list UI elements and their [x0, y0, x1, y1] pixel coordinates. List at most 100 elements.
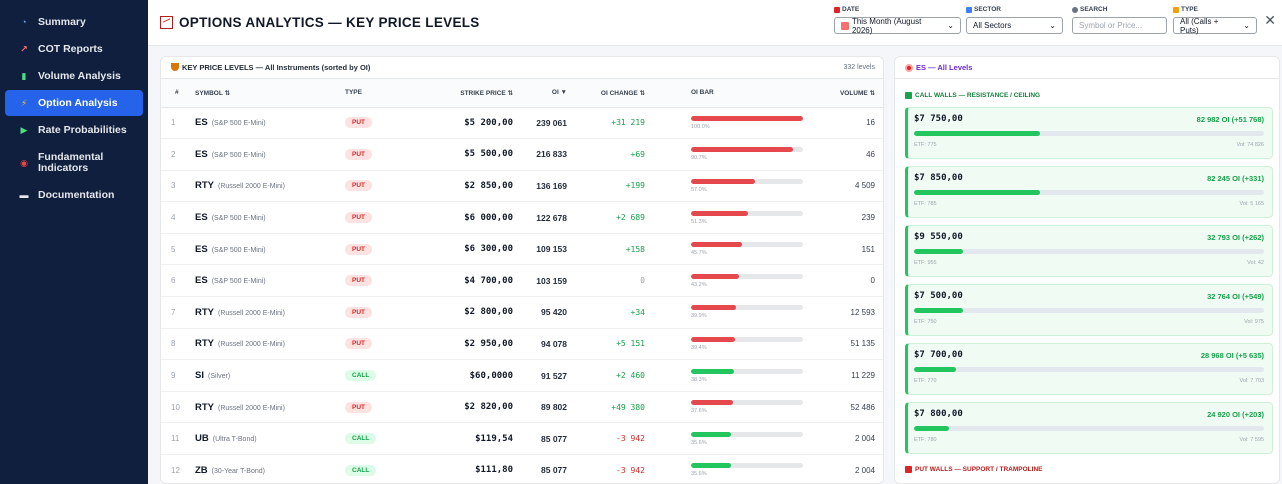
- call-wall-card[interactable]: $7 500,00 32 764 OI (+549) ETF: 750 Vol: 97…: [905, 284, 1273, 336]
- oi-bar-cell: 51.3%: [645, 201, 803, 234]
- search-input[interactable]: Symbol or Price...: [1072, 17, 1167, 34]
- table-row[interactable]: 3 RTY (Russell 2000 E-Mini) PUT $2 850,00 136…: [161, 170, 883, 203]
- oi-cell: 122 678: [513, 201, 567, 234]
- col-volume[interactable]: VOLUME ⇅: [803, 79, 883, 108]
- oi-bar-percent: 39.4%: [691, 344, 707, 351]
- open-interest: 95 420: [541, 307, 567, 318]
- strike-cell: $2 950,00: [409, 328, 513, 361]
- sidebar-item-rate-probabilities[interactable]: ▶ Rate Probabilities: [5, 117, 143, 143]
- sidebar-item-documentation[interactable]: ▬ Documentation: [5, 182, 143, 208]
- date-filter: DATE This Month (August 2026) ⌄: [834, 6, 961, 35]
- wall-bar-track: [914, 249, 1264, 254]
- symbol-cell: ES (S&P 500 E-Mini): [195, 264, 345, 298]
- target-icon: ◉: [20, 157, 28, 168]
- oi-change: -3 942: [616, 465, 645, 475]
- oi-bar-percent: 51.3%: [691, 218, 707, 225]
- wall-bar-track: [914, 308, 1264, 313]
- table-row[interactable]: 8 RTY (Russell 2000 E-Mini) PUT $2 950,00 94 …: [161, 328, 883, 361]
- call-wall-card[interactable]: $7 750,00 82 982 OI (+51 768) ETF: 775 Vol:…: [905, 107, 1273, 159]
- call-wall-card[interactable]: $9 550,00 32 793 OI (+262) ETF: 955 Vol: 42: [905, 225, 1273, 277]
- oi-bar-track: [691, 336, 803, 342]
- col-oi[interactable]: OI ▼: [513, 79, 567, 108]
- panel-title: ES — All Levels: [916, 63, 973, 72]
- open-interest: 239 061: [536, 117, 567, 128]
- oi-bar-track: [691, 431, 803, 437]
- symbol-cell: ES (S&P 500 E-Mini): [195, 107, 345, 140]
- col-type: TYPE: [345, 79, 409, 108]
- oi-bar-fill: [691, 400, 734, 406]
- table-row[interactable]: 6 ES (S&P 500 E-Mini) PUT $4 700,00 103 159 0 4…: [161, 264, 883, 298]
- col-symbol[interactable]: SYMBOL ⇅: [195, 79, 345, 108]
- call-wall-card[interactable]: $7 850,00 82 245 OI (+331) ETF: 785 Vol: 5 …: [905, 166, 1273, 218]
- sector-select[interactable]: All Sectors ⌄: [966, 17, 1063, 34]
- row-index: 7: [161, 296, 195, 329]
- table-row[interactable]: 11 UB (Ultra T-Bond) CALL $119,54 85 077 -3 94…: [161, 422, 883, 456]
- strike-price: $119,54: [475, 433, 513, 444]
- oi-bar-percent: 35.6%: [691, 471, 707, 478]
- open-interest: 85 077: [541, 465, 567, 476]
- symbol-description: (S&P 500 E-Mini): [211, 278, 266, 286]
- call-wall-icon: [905, 92, 912, 99]
- oi-change-cell: +5 151: [567, 328, 645, 361]
- symbol-description: (Silver): [207, 373, 231, 381]
- row-index: 12: [161, 454, 195, 483]
- symbol-cell: ES (S&P 500 E-Mini): [195, 233, 345, 266]
- oi-bar-percent: 45.7%: [691, 250, 707, 257]
- oi-bar-fill: [691, 463, 731, 469]
- volume-cell: 16: [803, 107, 883, 140]
- wall-bar-fill: [914, 131, 1040, 136]
- strike-cell: $6 000,00: [409, 201, 513, 234]
- pie-chart-icon: ◔: [21, 17, 27, 27]
- row-index: 4: [161, 201, 195, 234]
- symbol-description: (Russell 2000 E-Mini): [218, 309, 285, 317]
- open-interest: 85 077: [541, 433, 567, 444]
- volume-cell: 4 509: [803, 170, 883, 203]
- table-row[interactable]: 12 ZB (30-Year T-Bond) CALL $111,80 85 077 -3 …: [161, 454, 883, 483]
- wall-bar-fill: [914, 190, 1040, 195]
- oi-bar-track: [691, 400, 803, 406]
- type-cell: PUT: [345, 296, 409, 329]
- wall-oi: 82 245 OI (+331): [1207, 173, 1264, 183]
- wall-volume: Vol: 74 826: [1236, 142, 1264, 148]
- open-interest: 94 078: [541, 338, 567, 349]
- oi-bar-cell: 39.4%: [645, 328, 803, 361]
- type-badge: PUT: [345, 212, 372, 224]
- table-row[interactable]: 7 RTY (Russell 2000 E-Mini) PUT $2 800,00 95 …: [161, 296, 883, 329]
- oi-change-cell: +199: [567, 170, 645, 203]
- table-row[interactable]: 1 ES (S&P 500 E-Mini) PUT $5 200,00 239 061 +3…: [161, 107, 883, 140]
- col-oi-change[interactable]: OI CHANGE ⇅: [567, 79, 645, 108]
- wall-etf: ETF: 955: [914, 260, 937, 266]
- sidebar: ◔ Summary ↗ COT Reports ▮ Volume Analysis ⚡ Opt…: [0, 0, 148, 484]
- wall-bar-track: [914, 367, 1264, 372]
- oi-change-cell: +31 219: [567, 107, 645, 140]
- table-row[interactable]: 2 ES (S&P 500 E-Mini) PUT $5 500,00 216 833 +6…: [161, 138, 883, 171]
- type-select[interactable]: All (Calls + Puts) ⌄: [1173, 17, 1257, 35]
- open-interest: 91 527: [541, 370, 567, 381]
- table-row[interactable]: 10 RTY (Russell 2000 E-Mini) PUT $2 820,00 89…: [161, 391, 883, 424]
- panel-header: ES — All Levels: [895, 57, 1279, 79]
- close-icon[interactable]: ✕: [1264, 12, 1276, 28]
- call-wall-card[interactable]: $7 800,00 24 920 OI (+203) ETF: 780 Vol: 7 …: [905, 402, 1273, 454]
- volume-cell: 0: [803, 264, 883, 298]
- date-select[interactable]: This Month (August 2026) ⌄: [834, 17, 961, 35]
- wall-oi: 82 982 OI (+51 768): [1196, 114, 1264, 124]
- sidebar-item-option-analysis[interactable]: ⚡ Option Analysis: [5, 90, 143, 116]
- strike-cell: $4 700,00: [409, 264, 513, 298]
- sidebar-item-volume-analysis[interactable]: ▮ Volume Analysis: [5, 63, 143, 89]
- call-walls-title: CALL WALLS — RESISTANCE / CEILING: [895, 79, 1279, 107]
- oi-cell: 85 077: [513, 422, 567, 456]
- open-interest: 109 153: [536, 244, 567, 255]
- sidebar-item-summary[interactable]: ◔ Summary: [5, 9, 143, 35]
- col-strike[interactable]: STRIKE PRICE ⇅: [409, 79, 513, 108]
- chart-up-icon: ↗: [20, 43, 28, 54]
- type-badge: PUT: [345, 338, 372, 350]
- call-wall-card[interactable]: $7 700,00 28 968 OI (+5 635) ETF: 770 Vol: …: [905, 343, 1273, 395]
- oi-change: -3 942: [616, 434, 645, 444]
- sidebar-item-fundamental-indicators[interactable]: ◉ Fundamental Indicators: [5, 145, 143, 181]
- table-row[interactable]: 5 ES (S&P 500 E-Mini) PUT $6 300,00 109 153 +1…: [161, 233, 883, 266]
- oi-bar-cell: 35.6%: [645, 454, 803, 483]
- type-cell: PUT: [345, 201, 409, 234]
- sidebar-item-cot-reports[interactable]: ↗ COT Reports: [5, 36, 143, 62]
- table-row[interactable]: 4 ES (S&P 500 E-Mini) PUT $6 000,00 122 678 +2…: [161, 201, 883, 234]
- table-row[interactable]: 9 SI (Silver) CALL $60,0000 91 527 +2 460 38.3%…: [161, 359, 883, 392]
